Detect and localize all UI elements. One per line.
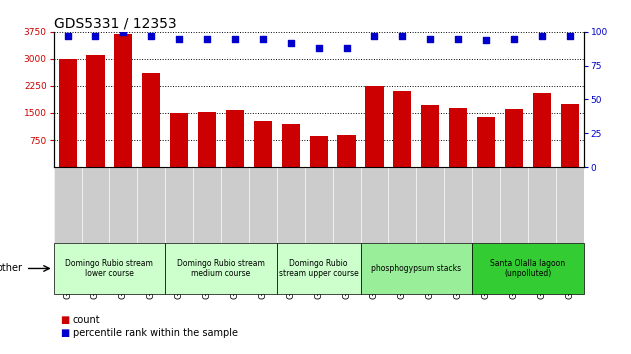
Point [258,36,268,41]
Bar [54,243,165,294]
Bar [360,243,472,294]
Bar [505,109,523,167]
Bar [114,34,133,167]
Bar [533,93,551,167]
Text: Domingo Rubio stream
lower course: Domingo Rubio stream lower course [66,259,153,278]
Point [119,29,129,35]
Bar [59,59,76,167]
Text: ■: ■ [60,315,69,325]
Bar [477,117,495,167]
Bar [86,55,105,167]
Bar [226,110,244,167]
Point [453,36,463,41]
Bar [170,113,188,167]
Bar [421,105,439,167]
Bar [310,136,327,167]
Text: other: other [0,263,23,274]
Text: phosphogypsum stacks: phosphogypsum stacks [371,264,461,273]
Point [286,40,296,46]
Bar [281,124,300,167]
Bar [365,86,384,167]
Bar [561,104,579,167]
Point [230,36,240,41]
Text: percentile rank within the sample: percentile rank within the sample [73,328,237,338]
Point [369,33,379,39]
Point [425,36,435,41]
Point [398,33,408,39]
Point [509,36,519,41]
Bar [198,112,216,167]
Text: Santa Olalla lagoon
(unpolluted): Santa Olalla lagoon (unpolluted) [490,259,565,278]
Point [174,36,184,41]
Bar [142,73,160,167]
Bar [165,243,277,294]
Text: Domingo Rubio
stream upper course: Domingo Rubio stream upper course [279,259,358,278]
Text: count: count [73,315,100,325]
Text: GDS5331 / 12353: GDS5331 / 12353 [54,17,176,31]
Text: Domingo Rubio stream
medium course: Domingo Rubio stream medium course [177,259,265,278]
Point [481,37,491,43]
Bar [277,243,360,294]
Point [537,33,547,39]
Bar [472,243,584,294]
Bar [254,121,272,167]
Point [90,33,100,39]
Bar [449,108,467,167]
Point [565,33,575,39]
Point [202,36,212,41]
Bar [393,91,411,167]
Bar [338,135,356,167]
Point [341,45,351,51]
Point [314,45,324,51]
Point [62,33,73,39]
Text: ■: ■ [60,328,69,338]
Point [146,33,156,39]
